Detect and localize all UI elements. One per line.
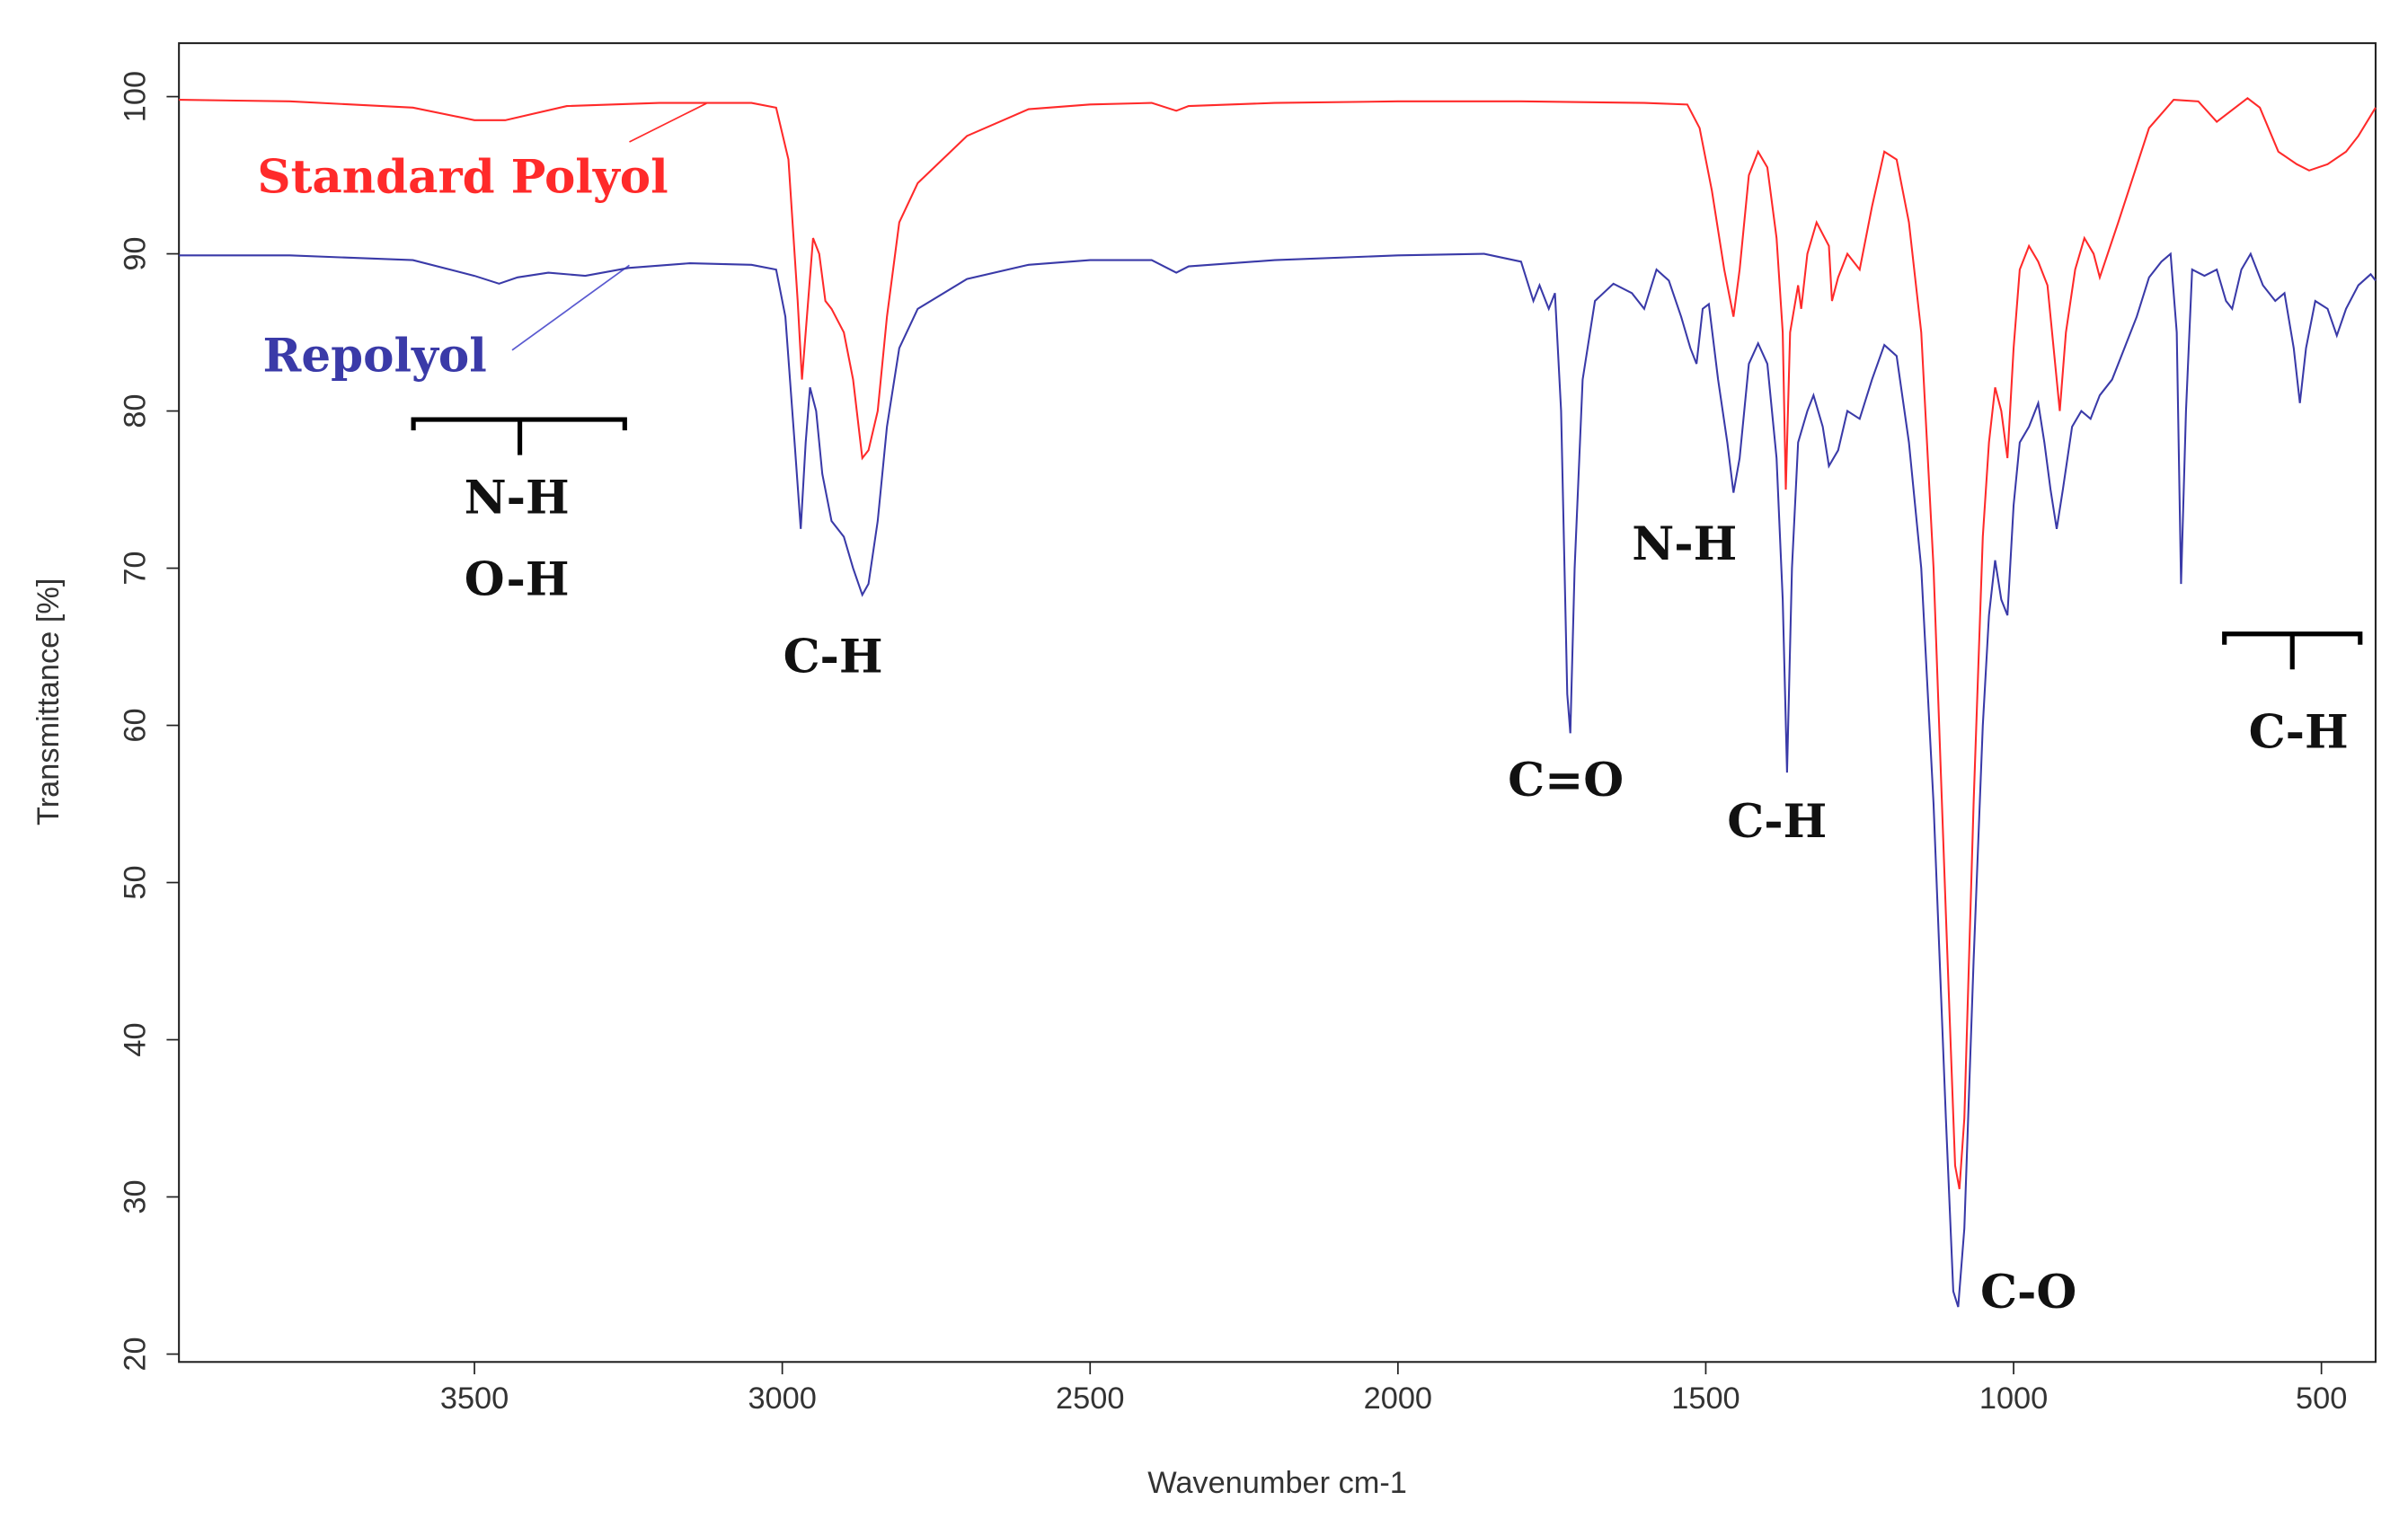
y-tick-label: 70	[118, 551, 152, 585]
plot-frame	[178, 42, 2377, 1364]
y-tick-label: 30	[118, 1179, 152, 1214]
y-tick-label: 90	[118, 236, 152, 270]
peak-annotation: C-H	[1727, 795, 1827, 849]
y-tick-label: 80	[118, 393, 152, 428]
y-axis-label: Transmittance [%]	[31, 578, 66, 825]
x-tick-label: 1000	[1979, 1381, 2048, 1416]
x-tick-label: 500	[2296, 1381, 2347, 1416]
peak-annotation: C-H	[783, 630, 883, 684]
y-tick-label: 100	[118, 71, 152, 122]
x-tick-label: 3000	[748, 1381, 816, 1416]
x-axis-label: Wavenumber cm-1	[1147, 1466, 1407, 1500]
series-label: Repolyol	[263, 330, 487, 384]
peak-annotation: N-H	[465, 472, 570, 525]
x-tick-label: 2500	[1056, 1381, 1124, 1416]
pointer-line	[511, 264, 630, 351]
bracket	[411, 417, 627, 455]
pointer-line	[629, 102, 707, 143]
x-tick-label: 3500	[440, 1381, 509, 1416]
peak-annotation: O-H	[465, 553, 570, 607]
y-tick-label: 60	[118, 708, 152, 742]
spectrum-line	[179, 252, 2377, 1308]
peak-annotation: C-O	[1980, 1266, 2076, 1320]
y-tick-label: 20	[118, 1337, 152, 1371]
peak-annotation: N-H	[1632, 517, 1737, 571]
series-label: Standard Polyol	[257, 150, 668, 204]
peak-annotation: C-H	[2249, 706, 2349, 760]
y-tick-label: 50	[118, 865, 152, 899]
bracket	[2222, 631, 2363, 670]
x-tick-label: 1500	[1671, 1381, 1740, 1416]
spectrum-line	[179, 97, 2377, 1189]
x-tick-label: 2000	[1364, 1381, 1432, 1416]
brackets	[411, 417, 2363, 670]
y-tick-label: 40	[118, 1022, 152, 1056]
peak-annotation: C=O	[1508, 754, 1624, 808]
